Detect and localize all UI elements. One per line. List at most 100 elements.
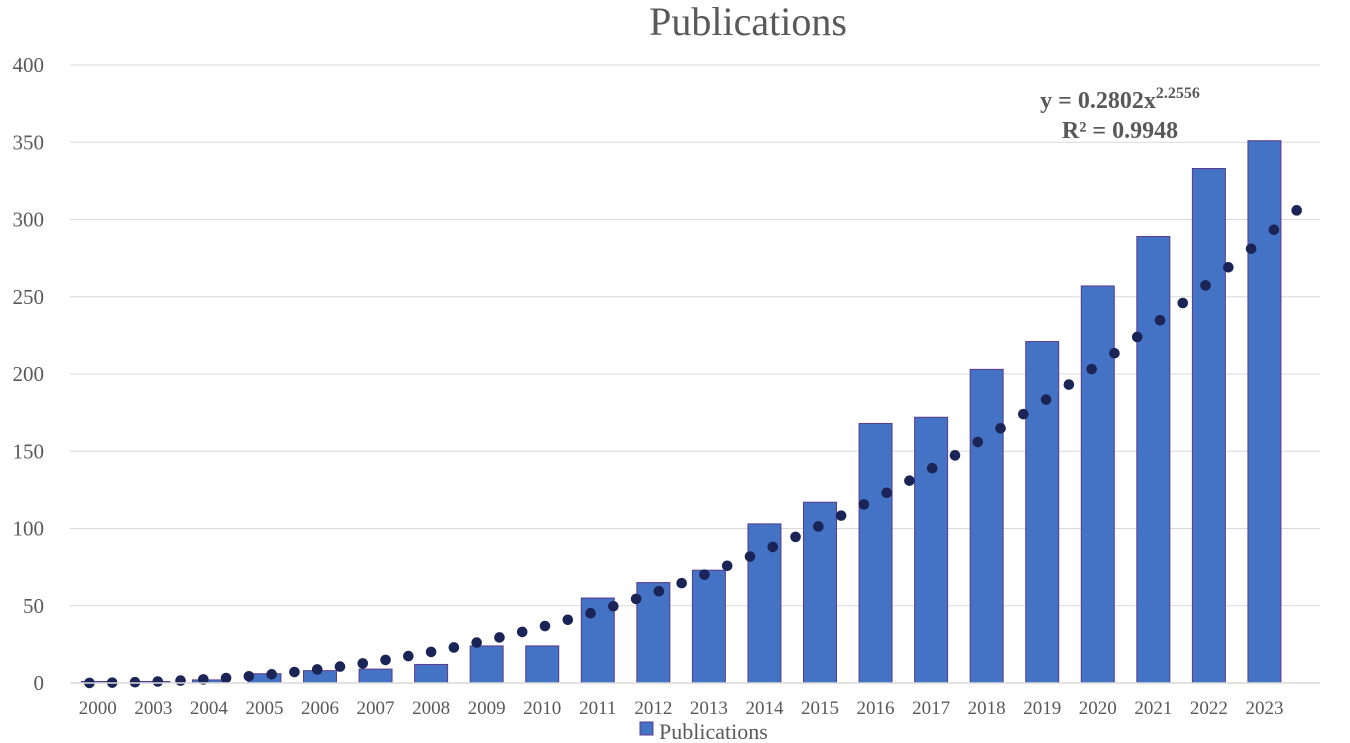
trendline-dot xyxy=(425,646,437,658)
trendline-dot xyxy=(1086,363,1097,375)
trendline-dot xyxy=(403,650,414,662)
x-tick-label: 2003 xyxy=(134,698,172,719)
x-tick-label: 2022 xyxy=(1190,698,1228,719)
trendline-dot xyxy=(539,620,551,632)
trendline-dot xyxy=(448,642,460,653)
bar-2021 xyxy=(1136,235,1171,684)
trendline-dot xyxy=(858,499,870,510)
trendline-dot xyxy=(790,531,801,543)
trendline-dot xyxy=(904,475,915,486)
trendline-dot xyxy=(380,654,391,666)
bar-2019 xyxy=(1025,341,1060,684)
x-tick-label: 2008 xyxy=(412,698,450,719)
trendline-equation-base: y = 0.2802x xyxy=(1040,88,1156,114)
trendline-dot xyxy=(516,626,528,638)
trendline-dot xyxy=(608,600,619,612)
x-tick-label: 2004 xyxy=(190,698,229,719)
x-tick-label: 2012 xyxy=(634,698,672,719)
x-tick-label: 2014 xyxy=(745,698,784,719)
trendline-dot xyxy=(1109,347,1120,359)
trendline-equation: y = 0.2802x2.2556 xyxy=(1040,85,1200,114)
trendline-dot xyxy=(1040,394,1052,405)
trendline-dot xyxy=(585,607,596,619)
x-tick-label: 2023 xyxy=(1245,698,1283,719)
trendline-dot xyxy=(1200,280,1211,291)
trendline-dot xyxy=(289,666,300,678)
trendline-dot xyxy=(1268,224,1280,236)
trendline-dot xyxy=(630,593,642,605)
y-tick-label: 300 xyxy=(13,208,45,232)
legend-swatch xyxy=(639,721,654,736)
bar-2018 xyxy=(969,368,1004,684)
trendline-dot xyxy=(972,436,984,448)
y-tick-label: 50 xyxy=(23,594,44,618)
trendline-dot xyxy=(881,487,892,499)
trendline-dot xyxy=(1063,379,1075,390)
trendline-dot xyxy=(995,423,1006,434)
x-tick-label: 2010 xyxy=(523,698,561,719)
bars xyxy=(80,140,1282,684)
trendline-dot xyxy=(243,670,255,682)
trendline-dot xyxy=(471,637,482,648)
trendline-dot xyxy=(220,672,232,684)
trendline-dot xyxy=(175,675,186,686)
trendline-r-squared: R² = 0.9948 xyxy=(1062,118,1178,144)
y-tick-label: 150 xyxy=(13,439,45,463)
bar-2010 xyxy=(525,645,560,684)
trendline-dot xyxy=(357,658,369,669)
trendline-dot xyxy=(311,664,323,675)
x-tick-label: 2016 xyxy=(857,698,895,719)
trendline-dot xyxy=(653,585,665,597)
trendline-dot xyxy=(1131,331,1143,343)
trendline-dot xyxy=(266,669,277,680)
x-tick-label: 2005 xyxy=(245,698,283,719)
bar-2023 xyxy=(1247,140,1282,684)
trendline-dot xyxy=(813,521,824,532)
y-tick-label: 250 xyxy=(13,285,45,309)
x-tick-label: 2017 xyxy=(912,698,950,719)
x-tick-label: 2006 xyxy=(301,698,339,719)
gridlines xyxy=(70,64,1320,607)
trendline-dot xyxy=(1018,408,1029,420)
legend-label: Publications xyxy=(659,719,768,743)
trendline-dot xyxy=(744,551,756,562)
trendline-dot xyxy=(494,632,505,643)
y-tick-label: 350 xyxy=(13,130,45,154)
y-tick-label: 0 xyxy=(34,671,45,695)
bar-2017 xyxy=(914,416,949,684)
legend: Publications xyxy=(639,719,768,743)
x-tick-label: 2000 xyxy=(79,698,117,719)
trendline-dot xyxy=(1223,261,1234,273)
x-tick-label: 2018 xyxy=(968,698,1006,719)
trendline-dot xyxy=(152,676,164,687)
trendline-dot xyxy=(1154,314,1166,326)
trendline-dot xyxy=(949,450,961,461)
trendline-dot xyxy=(721,560,733,572)
y-tick-label: 100 xyxy=(13,517,45,541)
x-tick-label: 2015 xyxy=(801,698,839,719)
x-tick-label: 2020 xyxy=(1079,698,1117,719)
trendline-dot xyxy=(926,462,938,474)
x-tick-label: 2013 xyxy=(690,698,728,719)
chart-title: Publications xyxy=(649,0,847,44)
bar-2007 xyxy=(358,668,393,684)
bar-2013 xyxy=(691,569,726,684)
bar-2008 xyxy=(414,663,449,684)
x-axis-ticks: 2000 2003 2004 2005 2006 2007 2008 2009 2010 2011… xyxy=(79,698,1284,719)
bar-2012 xyxy=(636,582,671,684)
x-tick-label: 2019 xyxy=(1023,698,1061,719)
trendline-dot xyxy=(334,661,346,672)
y-tick-label: 400 xyxy=(13,53,45,77)
y-axis-ticks: 0 50 100 150 200 250 300 350 400 xyxy=(13,53,45,695)
trendline-dot xyxy=(1177,297,1189,309)
x-tick-label: 2011 xyxy=(579,698,616,719)
trendline-dot xyxy=(562,614,574,626)
trendline-dot xyxy=(129,676,141,688)
trendline-dot xyxy=(1291,205,1302,216)
trendline-dot xyxy=(767,541,779,553)
trendline-dot xyxy=(676,577,687,589)
y-tick-label: 200 xyxy=(13,362,45,386)
trendline-dot xyxy=(835,510,847,521)
x-tick-label: 2009 xyxy=(468,698,506,719)
